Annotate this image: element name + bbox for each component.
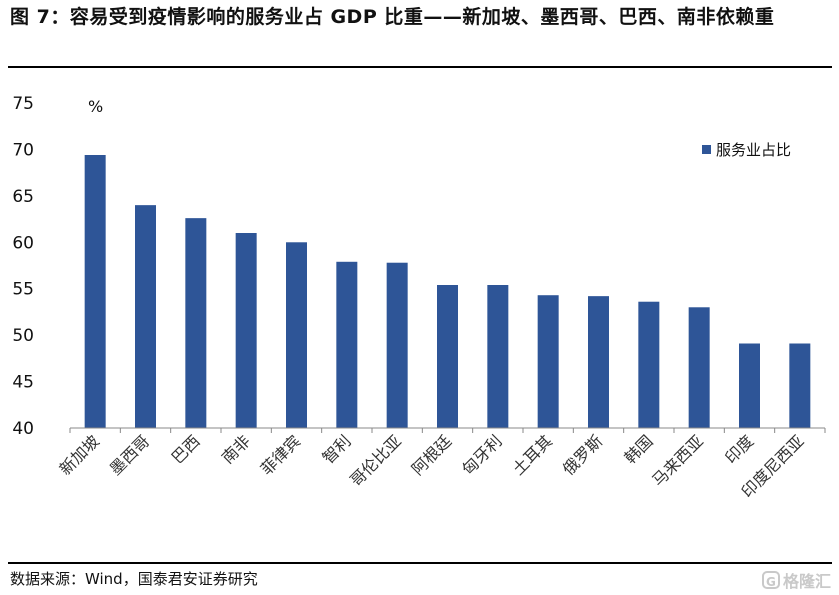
bar <box>437 285 458 428</box>
bar <box>588 296 609 428</box>
x-tick-label: 哥伦比亚 <box>346 431 405 490</box>
x-tick-label: 墨西哥 <box>106 431 153 478</box>
y-tick-label: 55 <box>12 280 34 300</box>
y-tick-label: 75 <box>12 94 34 114</box>
bar <box>739 343 760 428</box>
x-tick-label: 韩国 <box>621 431 657 467</box>
bar <box>638 301 660 428</box>
x-tick-label: 匈牙利 <box>458 431 505 478</box>
legend-label: 服务业占比 <box>716 141 791 159</box>
y-tick-label: 65 <box>12 187 34 207</box>
bottom-rule <box>8 562 832 564</box>
figure-title: 图 7：容易受到疫情影响的服务业占 GDP 比重——新加坡、墨西哥、巴西、南非依… <box>10 6 775 28</box>
bar-chart: 40 45 50 55 60 65 70 75 新加坡 墨西哥 巴西 南非 菲律宾 智利哥伦比亚 阿根廷匈… <box>12 94 826 501</box>
x-tick-label: 印度 <box>721 431 757 467</box>
bar <box>386 262 408 428</box>
y-tick-label: 45 <box>12 373 34 393</box>
bar <box>84 155 106 428</box>
source-note: 数据来源：Wind，国泰君安证券研究 <box>10 570 258 588</box>
bar <box>135 205 156 428</box>
x-tick-label: 俄罗斯 <box>559 431 606 478</box>
watermark-text: 格隆汇 <box>782 572 831 591</box>
bar <box>235 233 257 428</box>
legend-swatch <box>702 145 711 154</box>
x-tick-label: 土耳其 <box>509 431 556 478</box>
watermark-logo-icon: G <box>761 571 780 589</box>
y-axis: 40 45 50 55 60 65 70 75 <box>12 94 34 439</box>
bar <box>286 242 307 428</box>
bars <box>84 155 811 428</box>
x-tick-label: 南非 <box>218 431 254 467</box>
x-tick-label: 新加坡 <box>56 431 103 478</box>
watermark: G 格隆汇 <box>761 568 831 592</box>
bar <box>336 261 358 428</box>
bar <box>537 295 559 428</box>
x-tick-label: 阿根廷 <box>408 431 455 478</box>
x-tick-label: 巴西 <box>168 431 204 467</box>
bar <box>487 285 509 428</box>
bar <box>185 218 207 428</box>
y-unit-label: % <box>88 97 103 116</box>
x-tick-label: 菲律宾 <box>257 431 304 478</box>
x-tick-label: 智利 <box>319 431 355 467</box>
x-tick-label: 马来西亚 <box>648 431 707 490</box>
legend: 服务业占比 <box>702 141 791 159</box>
bar <box>789 343 811 428</box>
bar <box>688 307 710 428</box>
top-rule <box>8 66 832 68</box>
y-tick-label: 40 <box>12 419 34 439</box>
y-tick-label: 50 <box>12 326 34 346</box>
y-tick-label: 70 <box>12 140 34 160</box>
y-tick-label: 60 <box>12 233 34 253</box>
